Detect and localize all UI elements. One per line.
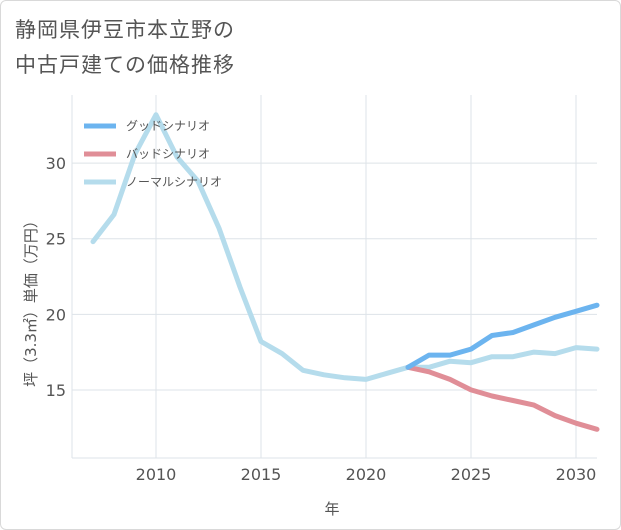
x-tick-label: 2025: [451, 465, 492, 484]
x-tick-label: 2030: [556, 465, 597, 484]
series-line-bad: [405, 364, 600, 432]
legend-label-good: グッドシナリオ: [126, 119, 210, 133]
x-tick-label: 2020: [346, 465, 387, 484]
legend-label-bad: バッドシナリオ: [126, 147, 210, 161]
y-tick-label: 25: [46, 230, 66, 249]
chart-title: 静岡県伊豆市本立野の 中古戸建ての価格推移: [15, 13, 435, 83]
chart-title-line-1: 静岡県伊豆市本立野の: [15, 18, 235, 42]
grid: [71, 95, 597, 459]
y-tick-label: 15: [46, 381, 66, 400]
y-tick-label: 20: [46, 305, 66, 324]
series-line-good: [405, 302, 600, 370]
y-axis-label: 坪（3.3㎡）単価（万円）: [22, 213, 40, 387]
series-line-normal: [90, 112, 600, 382]
x-tick-label: 2015: [241, 465, 282, 484]
chart-title-line-2: 中古戸建ての価格推移: [15, 53, 235, 77]
x-axis-label: 年: [324, 500, 339, 518]
y-tick-label: 30: [46, 154, 66, 173]
legend-label-normal: ノーマルシナリオ: [126, 175, 222, 189]
x-tick-label: 2010: [136, 465, 177, 484]
series-lines: [90, 112, 600, 432]
